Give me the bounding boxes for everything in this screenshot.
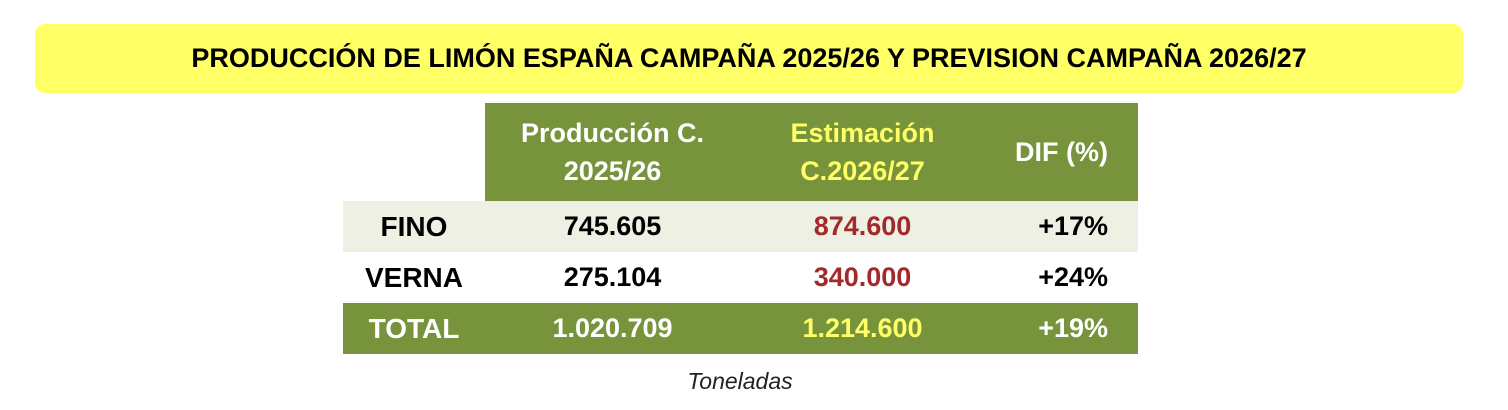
cell: +19% [1038,313,1108,343]
header-cell: Producción C. 2025/26 [485,103,740,201]
title-banner: PRODUCCIÓN DE LIMÓN ESPAÑA CAMPAÑA 2025/… [35,24,1463,93]
header-cell: Estimación C.2026/27 [740,103,985,201]
row-label: FINO [380,210,448,242]
cell: 874.600 [813,211,912,241]
cell: 275.104 [563,262,662,292]
row-label: VERNA [364,261,463,293]
table-row: VERNA 275.104 340.000 +24% [343,252,1138,303]
cell: 1.020.709 [552,313,673,343]
table-body: FINO 745.605 874.600 +17% VERNA 275.104 340.00… [343,201,1138,354]
cell: 340.000 [813,262,912,292]
cell: 745.605 [563,211,662,241]
title: PRODUCCIÓN DE LIMÓN ESPAÑA CAMPAÑA 2025/… [191,43,1307,73]
unit-note: Toneladas [687,368,793,394]
cell: 1.214.600 [802,313,923,343]
production-table: Producción C. 2025/26 Estimación C.2026/… [343,103,1138,354]
header-row: Producción C. 2025/26 Estimación C.2026/… [343,103,1138,201]
table-row: FINO 745.605 874.600 +17% [343,201,1138,252]
table-row: TOTAL 1.020.709 1.214.600 +19% [343,303,1138,354]
cell: +24% [1038,262,1108,292]
header-corner [343,103,485,201]
row-label: TOTAL [368,312,460,344]
cell: +17% [1038,211,1108,241]
header-cell: DIF (%) [985,103,1138,201]
